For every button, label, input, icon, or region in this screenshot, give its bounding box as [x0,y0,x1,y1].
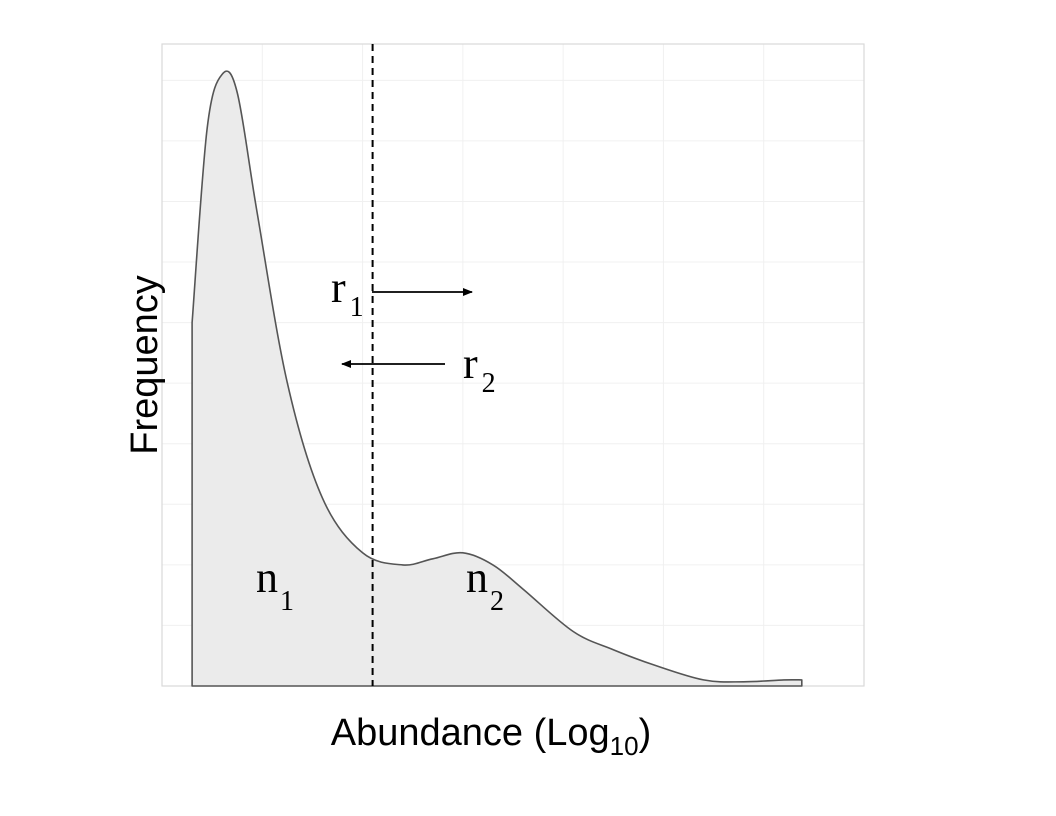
density-area [191,70,803,687]
annotation-n1: n1 [256,553,294,617]
annotation-n2: n2 [466,553,504,617]
x-axis-title: Abundance (Log10) [331,712,651,761]
series-layer [191,70,803,687]
y-axis-title: Frequency [124,275,166,455]
